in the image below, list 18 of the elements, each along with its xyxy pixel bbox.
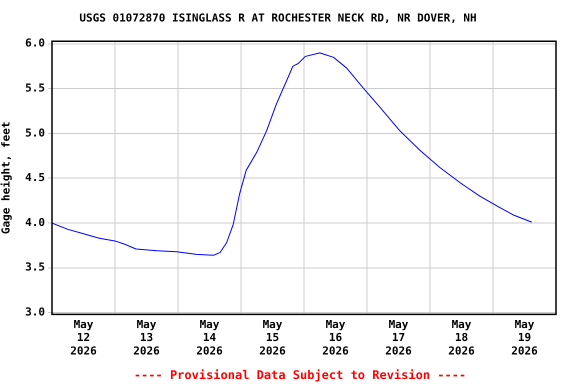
- x-tick-label: May 12 2026: [70, 318, 98, 358]
- text: ---- Provisional Data Subject to Revision ----: [134, 368, 466, 382]
- x-tick-label: May 17 2026: [385, 318, 412, 358]
- y-tick-label: 5.5: [25, 82, 45, 95]
- y-tick-label: 3.0: [25, 305, 45, 318]
- y-tick-label: 4.5: [25, 171, 45, 184]
- x-tick-label: May 19 2026: [511, 318, 538, 358]
- y-tick-label: 3.5: [25, 260, 45, 274]
- x-tick-label: May 18 2026: [448, 318, 476, 358]
- x-tick-label: May 15 2026: [259, 318, 286, 358]
- x-tick-label: May 14 2026: [196, 318, 224, 358]
- x-tick-label: May 13 2026: [133, 318, 160, 358]
- chart-title: USGS 01072870 ISINGLASS R AT ROCHESTER NECK RD, NR DOVER, NH: [79, 11, 477, 24]
- y-tick-label: 6.0: [25, 36, 45, 50]
- y-tick-label: 4.0: [25, 216, 45, 229]
- x-tick-label: May 16 2026: [322, 318, 350, 358]
- y-axis-title: Gage height, feet: [0, 122, 12, 234]
- y-tick-label: 5.0: [25, 126, 45, 140]
